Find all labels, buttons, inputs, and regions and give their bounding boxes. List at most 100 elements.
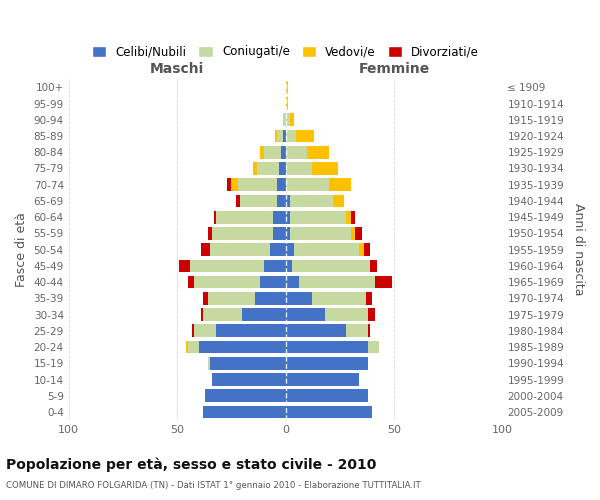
Bar: [214, 211, 216, 224]
Bar: [294, 244, 359, 256]
Bar: [296, 130, 314, 142]
Bar: [286, 211, 290, 224]
Bar: [292, 260, 370, 272]
Bar: [283, 130, 286, 142]
Bar: [286, 357, 368, 370]
Bar: [311, 162, 338, 175]
Bar: [277, 178, 286, 191]
Bar: [364, 244, 370, 256]
Bar: [374, 276, 392, 288]
Bar: [286, 324, 346, 337]
Bar: [370, 260, 377, 272]
Bar: [368, 324, 370, 337]
Bar: [329, 178, 350, 191]
Bar: [286, 276, 299, 288]
Bar: [264, 260, 286, 272]
Bar: [188, 276, 194, 288]
Bar: [286, 260, 292, 272]
Bar: [194, 324, 216, 337]
Bar: [286, 340, 368, 353]
Bar: [272, 211, 286, 224]
Bar: [350, 211, 355, 224]
Bar: [281, 146, 286, 158]
Bar: [212, 373, 286, 386]
Bar: [209, 244, 271, 256]
Bar: [286, 308, 325, 321]
Bar: [299, 276, 374, 288]
Bar: [290, 227, 350, 239]
Bar: [203, 308, 242, 321]
Bar: [346, 211, 350, 224]
Bar: [208, 292, 255, 304]
Bar: [286, 194, 290, 207]
Bar: [286, 227, 290, 239]
Bar: [271, 244, 286, 256]
Bar: [286, 292, 311, 304]
Bar: [350, 227, 355, 239]
Bar: [286, 406, 373, 418]
Bar: [286, 244, 294, 256]
Bar: [277, 194, 286, 207]
Bar: [366, 292, 373, 304]
Bar: [368, 308, 374, 321]
Bar: [272, 227, 286, 239]
Bar: [359, 244, 364, 256]
Bar: [286, 178, 329, 191]
Bar: [307, 146, 329, 158]
Bar: [286, 114, 290, 126]
Bar: [260, 146, 264, 158]
Bar: [290, 194, 334, 207]
Bar: [286, 373, 359, 386]
Bar: [199, 340, 286, 353]
Bar: [257, 162, 279, 175]
Bar: [286, 162, 311, 175]
Bar: [203, 406, 286, 418]
Bar: [203, 292, 208, 304]
Bar: [242, 308, 286, 321]
Bar: [201, 244, 209, 256]
Bar: [325, 308, 368, 321]
Bar: [188, 340, 199, 353]
Bar: [240, 194, 277, 207]
Bar: [209, 357, 286, 370]
Bar: [283, 114, 286, 126]
Bar: [193, 324, 194, 337]
Bar: [238, 178, 277, 191]
Bar: [334, 194, 344, 207]
Bar: [311, 292, 366, 304]
Bar: [194, 276, 260, 288]
Text: Maschi: Maschi: [150, 62, 204, 76]
Text: Femmine: Femmine: [358, 62, 430, 76]
Bar: [264, 146, 281, 158]
Bar: [186, 340, 188, 353]
Bar: [216, 211, 272, 224]
Y-axis label: Anni di nascita: Anni di nascita: [572, 204, 585, 296]
Bar: [355, 227, 362, 239]
Bar: [286, 97, 288, 110]
Bar: [286, 390, 368, 402]
Text: Popolazione per età, sesso e stato civile - 2010: Popolazione per età, sesso e stato civil…: [6, 458, 376, 472]
Bar: [208, 227, 212, 239]
Bar: [227, 178, 232, 191]
Bar: [346, 324, 368, 337]
Bar: [290, 114, 294, 126]
Bar: [260, 276, 286, 288]
Bar: [275, 130, 277, 142]
Text: COMUNE DI DIMARO FOLGARIDA (TN) - Dati ISTAT 1° gennaio 2010 - Elaborazione TUTT: COMUNE DI DIMARO FOLGARIDA (TN) - Dati I…: [6, 481, 421, 490]
Bar: [286, 81, 288, 94]
Bar: [286, 146, 307, 158]
Bar: [368, 340, 379, 353]
Bar: [290, 211, 346, 224]
Bar: [212, 227, 272, 239]
Bar: [286, 130, 296, 142]
Bar: [236, 194, 240, 207]
Y-axis label: Fasce di età: Fasce di età: [15, 212, 28, 287]
Bar: [216, 324, 286, 337]
Bar: [232, 178, 238, 191]
Bar: [201, 308, 203, 321]
Bar: [255, 292, 286, 304]
Bar: [279, 162, 286, 175]
Bar: [253, 162, 257, 175]
Bar: [190, 260, 264, 272]
Bar: [179, 260, 190, 272]
